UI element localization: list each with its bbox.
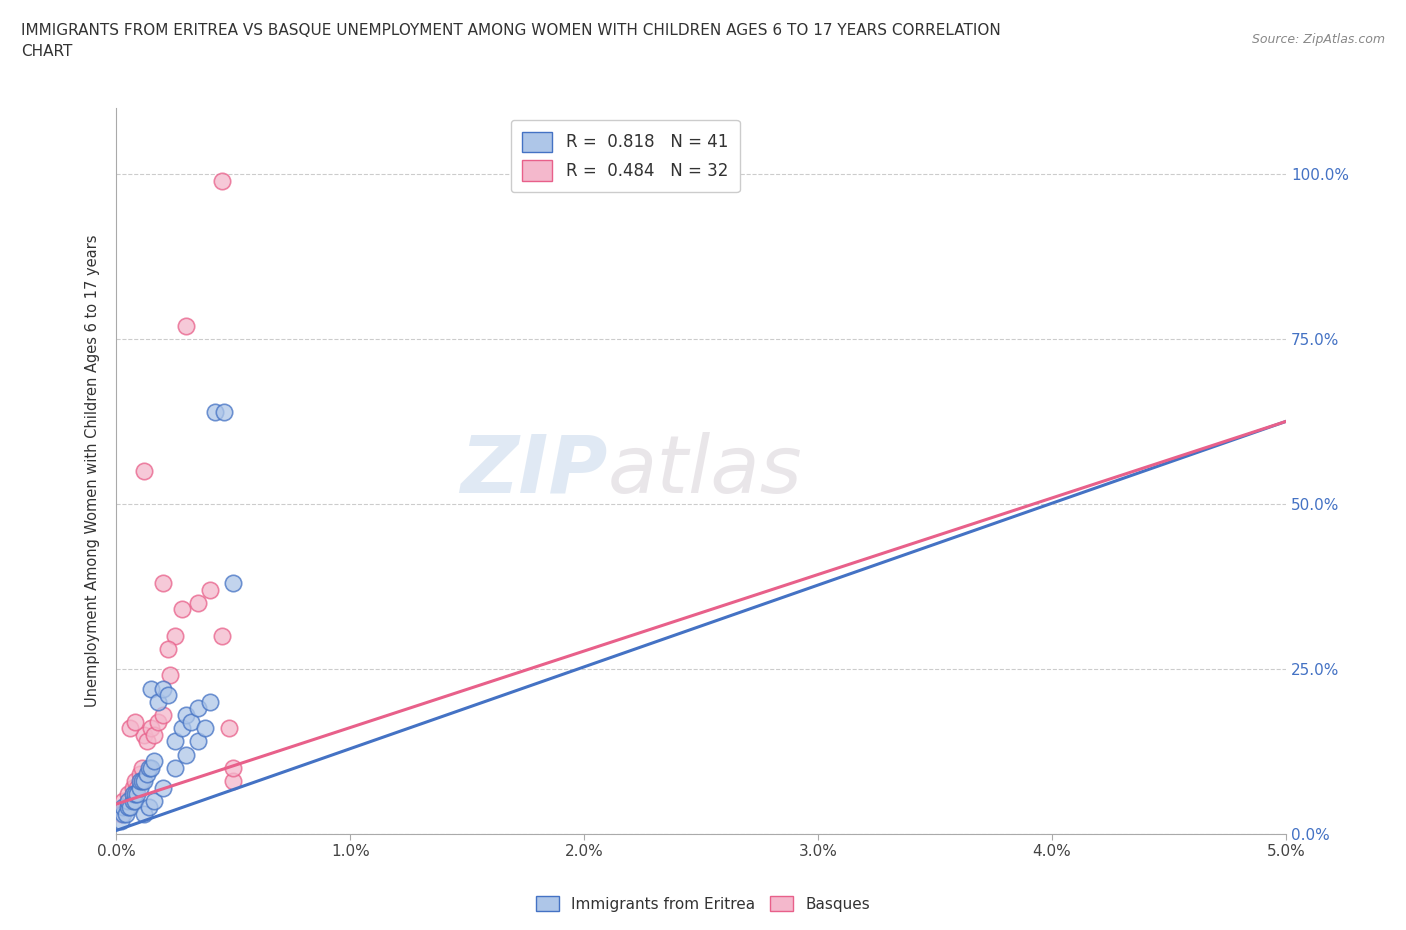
Point	[117, 793, 139, 808]
Point	[142, 727, 165, 742]
Point	[131, 761, 153, 776]
Point	[128, 774, 150, 789]
Point	[134, 806, 156, 821]
Point	[121, 787, 143, 802]
Text: ZIP: ZIP	[460, 432, 607, 510]
Point	[194, 721, 217, 736]
Point	[120, 721, 142, 736]
Point	[159, 668, 181, 683]
Point	[138, 800, 160, 815]
Point	[117, 787, 139, 802]
Point	[176, 318, 198, 333]
Point	[222, 761, 245, 776]
Point	[198, 582, 221, 597]
Point	[134, 774, 156, 789]
Point	[152, 681, 174, 696]
Point	[156, 688, 179, 703]
Point	[114, 806, 136, 821]
Text: IMMIGRANTS FROM ERITREA VS BASQUE UNEMPLOYMENT AMONG WOMEN WITH CHILDREN AGES 6 : IMMIGRANTS FROM ERITREA VS BASQUE UNEMPL…	[21, 23, 1001, 60]
Point	[141, 721, 163, 736]
Point	[211, 173, 233, 188]
Point	[198, 695, 221, 710]
Point	[212, 404, 235, 418]
Point	[127, 787, 149, 802]
Point	[218, 721, 240, 736]
Point	[112, 806, 135, 821]
Point	[121, 780, 143, 795]
Point	[176, 747, 198, 762]
Point	[110, 806, 132, 821]
Point	[211, 629, 233, 644]
Point	[176, 708, 198, 723]
Text: atlas: atlas	[607, 432, 803, 510]
Point	[120, 800, 142, 815]
Point	[131, 774, 153, 789]
Point	[180, 714, 202, 729]
Point	[187, 734, 209, 749]
Legend: Immigrants from Eritrea, Basques: Immigrants from Eritrea, Basques	[530, 889, 876, 918]
Point	[152, 780, 174, 795]
Point	[110, 813, 132, 828]
Text: Source: ZipAtlas.com: Source: ZipAtlas.com	[1251, 33, 1385, 46]
Point	[156, 642, 179, 657]
Point	[112, 793, 135, 808]
Point	[141, 761, 163, 776]
Point	[170, 721, 193, 736]
Point	[163, 629, 186, 644]
Y-axis label: Unemployment Among Women with Children Ages 6 to 17 years: Unemployment Among Women with Children A…	[86, 234, 100, 707]
Point	[142, 753, 165, 768]
Point	[120, 793, 142, 808]
Point	[152, 708, 174, 723]
Point	[170, 602, 193, 617]
Point	[152, 576, 174, 591]
Point	[222, 774, 245, 789]
Point	[128, 780, 150, 795]
Point	[124, 774, 146, 789]
Point	[128, 767, 150, 782]
Point	[148, 695, 170, 710]
Point	[141, 681, 163, 696]
Point	[135, 767, 157, 782]
Point	[121, 793, 143, 808]
Point	[134, 463, 156, 478]
Point	[124, 787, 146, 802]
Point	[114, 800, 136, 815]
Point	[124, 793, 146, 808]
Point	[187, 701, 209, 716]
Point	[138, 761, 160, 776]
Point	[134, 727, 156, 742]
Point	[222, 576, 245, 591]
Legend: R =  0.818   N = 41, R =  0.484   N = 32: R = 0.818 N = 41, R = 0.484 N = 32	[510, 120, 740, 193]
Point	[142, 793, 165, 808]
Point	[163, 734, 186, 749]
Point	[124, 714, 146, 729]
Point	[127, 780, 149, 795]
Point	[117, 800, 139, 815]
Point	[187, 595, 209, 610]
Point	[163, 761, 186, 776]
Point	[112, 800, 135, 815]
Point	[148, 714, 170, 729]
Point	[204, 404, 226, 418]
Point	[135, 734, 157, 749]
